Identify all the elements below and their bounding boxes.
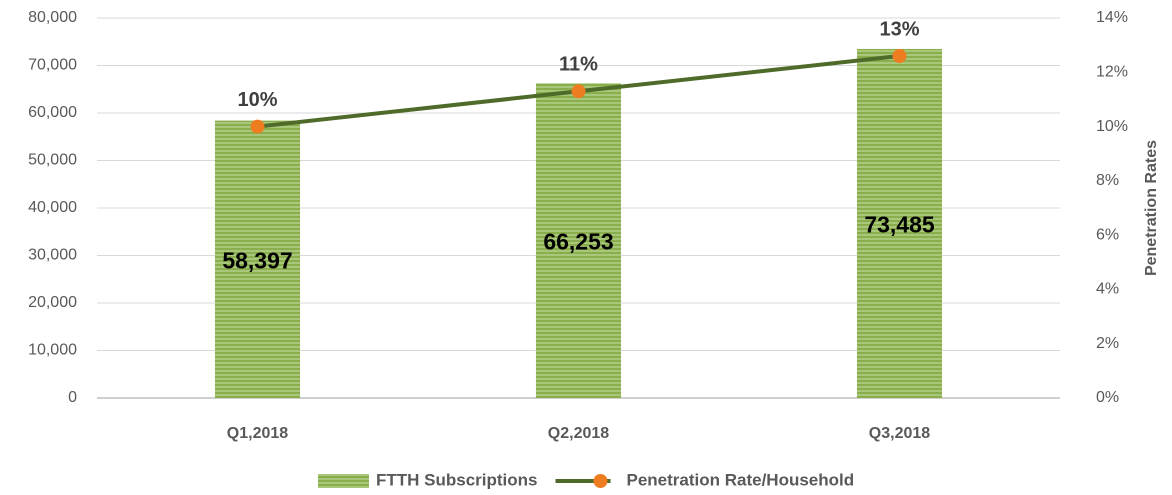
bar-value-label: 73,485: [864, 212, 935, 238]
line-value-label: 13%: [879, 18, 919, 40]
legend-label: FTTH Subscriptions: [376, 470, 538, 489]
y-tick-label: 0: [68, 389, 77, 406]
y2-tick-label: 2%: [1096, 335, 1119, 352]
y2-tick-label: 12%: [1096, 64, 1128, 81]
bar: [856, 48, 943, 398]
y2-tick-label: 10%: [1096, 118, 1128, 135]
legend-label: Penetration Rate/Household: [627, 470, 855, 489]
legend-swatch: [318, 474, 369, 488]
y-tick-label: 20,000: [28, 294, 77, 311]
bar: [535, 83, 622, 398]
bar-value-label: 58,397: [222, 247, 292, 273]
bar-value-label: 66,253: [543, 229, 613, 255]
y-tick-label: 40,000: [28, 199, 77, 216]
x-tick-label: Q1,2018: [227, 425, 288, 442]
y2-tick-label: 6%: [1096, 226, 1119, 243]
y-tick-label: 30,000: [28, 247, 77, 264]
legend-marker: [593, 474, 608, 488]
line-value-label: 11%: [559, 54, 598, 76]
y2-tick-label: 0%: [1096, 389, 1119, 406]
y-tick-label: 10,000: [28, 342, 77, 359]
x-tick-label: Q2,2018: [548, 425, 609, 442]
y-tick-label: 60,000: [28, 104, 77, 121]
y-tick-label: 70,000: [28, 57, 77, 74]
line-marker: [250, 119, 265, 134]
line-marker: [571, 84, 586, 99]
y2-tick-label: 14%: [1096, 9, 1128, 26]
y2-tick-label: 4%: [1096, 281, 1119, 298]
bar: [214, 120, 301, 398]
y2-axis-label: Penetration Rates: [1143, 140, 1160, 276]
line-marker: [892, 49, 907, 63]
y-tick-label: 50,000: [28, 152, 77, 169]
line-value-label: 10%: [237, 89, 277, 111]
y2-tick-label: 8%: [1096, 172, 1119, 189]
y-tick-label: 80,000: [28, 9, 77, 26]
x-tick-label: Q3,2018: [869, 425, 930, 442]
